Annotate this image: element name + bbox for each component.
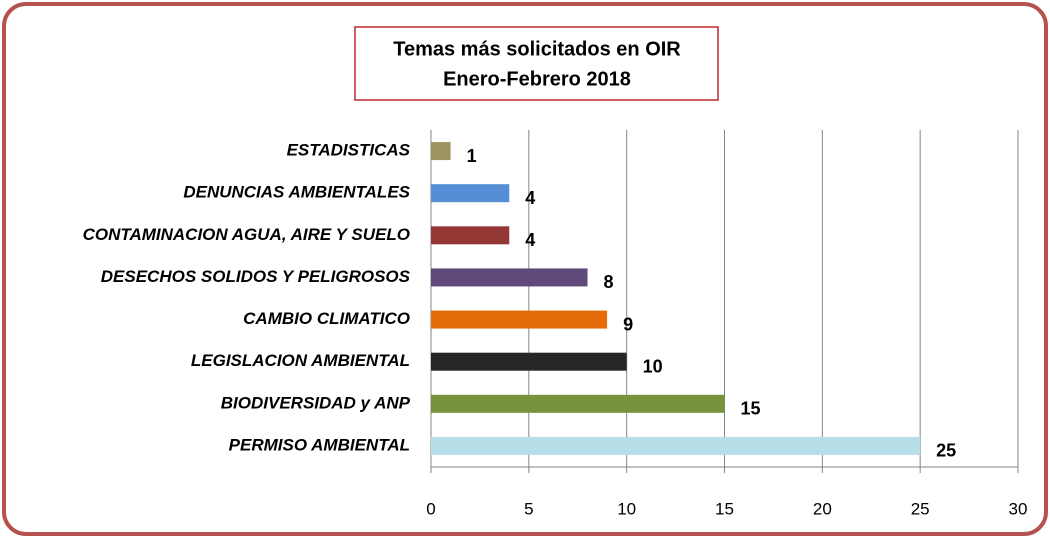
- value-label: 1: [467, 146, 477, 166]
- value-label: 4: [525, 230, 535, 250]
- bar: [431, 226, 510, 245]
- value-label: 15: [741, 399, 761, 419]
- category-label: CONTAMINACION AGUA, AIRE Y SUELO: [83, 225, 410, 244]
- x-tick-label: 25: [911, 499, 930, 518]
- value-label: 4: [525, 188, 535, 208]
- bar: [431, 436, 921, 455]
- category-label: CAMBIO CLIMATICO: [243, 309, 410, 328]
- bar: [431, 142, 451, 161]
- chart-subtitle: Enero-Febrero 2018: [443, 68, 631, 90]
- value-label: 10: [643, 356, 663, 376]
- x-tick-label: 0: [426, 499, 435, 518]
- category-label: BIODIVERSIDAD y ANP: [221, 393, 411, 412]
- value-label: 9: [623, 314, 633, 334]
- value-label: 25: [936, 441, 956, 461]
- x-tick-label: 15: [715, 499, 734, 518]
- category-label: PERMISO AMBIENTAL: [229, 435, 410, 454]
- x-tick-label: 5: [524, 499, 533, 518]
- bar: [431, 268, 588, 287]
- category-label: DENUNCIAS AMBIENTALES: [183, 183, 410, 202]
- bar: [431, 352, 627, 371]
- category-label: LEGISLACION AMBIENTAL: [191, 351, 410, 370]
- bar: [431, 310, 608, 329]
- x-tick-label: 20: [813, 499, 832, 518]
- chart-title: Temas más solicitados en OIR: [393, 38, 681, 60]
- bar: [431, 394, 725, 413]
- category-label: DESECHOS SOLIDOS Y PELIGROSOS: [101, 267, 411, 286]
- category-label: ESTADISTICAS: [287, 141, 411, 160]
- value-label: 8: [604, 272, 614, 292]
- x-tick-label: 30: [1009, 499, 1028, 518]
- title-box: [354, 26, 719, 101]
- bar: [431, 184, 510, 203]
- x-tick-label: 10: [617, 499, 636, 518]
